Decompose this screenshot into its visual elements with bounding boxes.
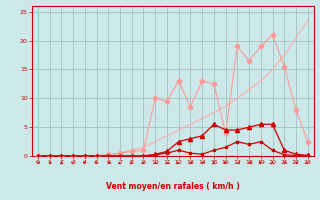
X-axis label: Vent moyen/en rafales ( km/h ): Vent moyen/en rafales ( km/h ) (106, 182, 240, 191)
